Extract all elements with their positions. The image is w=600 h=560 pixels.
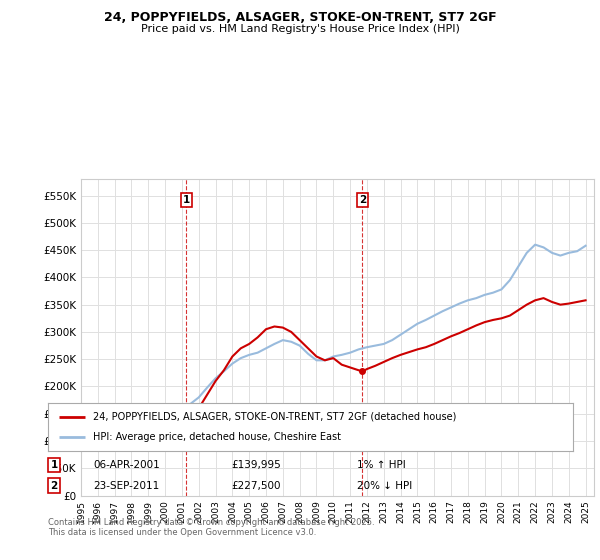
- Text: 1: 1: [50, 460, 58, 470]
- Text: 20% ↓ HPI: 20% ↓ HPI: [357, 480, 412, 491]
- Text: 06-APR-2001: 06-APR-2001: [93, 460, 160, 470]
- Text: 23-SEP-2011: 23-SEP-2011: [93, 480, 159, 491]
- Text: £227,500: £227,500: [231, 480, 281, 491]
- Text: Contains HM Land Registry data © Crown copyright and database right 2025.
This d: Contains HM Land Registry data © Crown c…: [48, 518, 374, 538]
- Text: HPI: Average price, detached house, Cheshire East: HPI: Average price, detached house, Ches…: [92, 432, 341, 442]
- Text: 24, POPPYFIELDS, ALSAGER, STOKE-ON-TRENT, ST7 2GF: 24, POPPYFIELDS, ALSAGER, STOKE-ON-TRENT…: [104, 11, 496, 24]
- Text: Price paid vs. HM Land Registry's House Price Index (HPI): Price paid vs. HM Land Registry's House …: [140, 24, 460, 34]
- Text: 1% ↑ HPI: 1% ↑ HPI: [357, 460, 406, 470]
- Text: £139,995: £139,995: [231, 460, 281, 470]
- Text: 2: 2: [359, 195, 366, 205]
- Text: 24, POPPYFIELDS, ALSAGER, STOKE-ON-TRENT, ST7 2GF (detached house): 24, POPPYFIELDS, ALSAGER, STOKE-ON-TRENT…: [92, 412, 456, 422]
- Text: 1: 1: [183, 195, 190, 205]
- Text: 2: 2: [50, 480, 58, 491]
